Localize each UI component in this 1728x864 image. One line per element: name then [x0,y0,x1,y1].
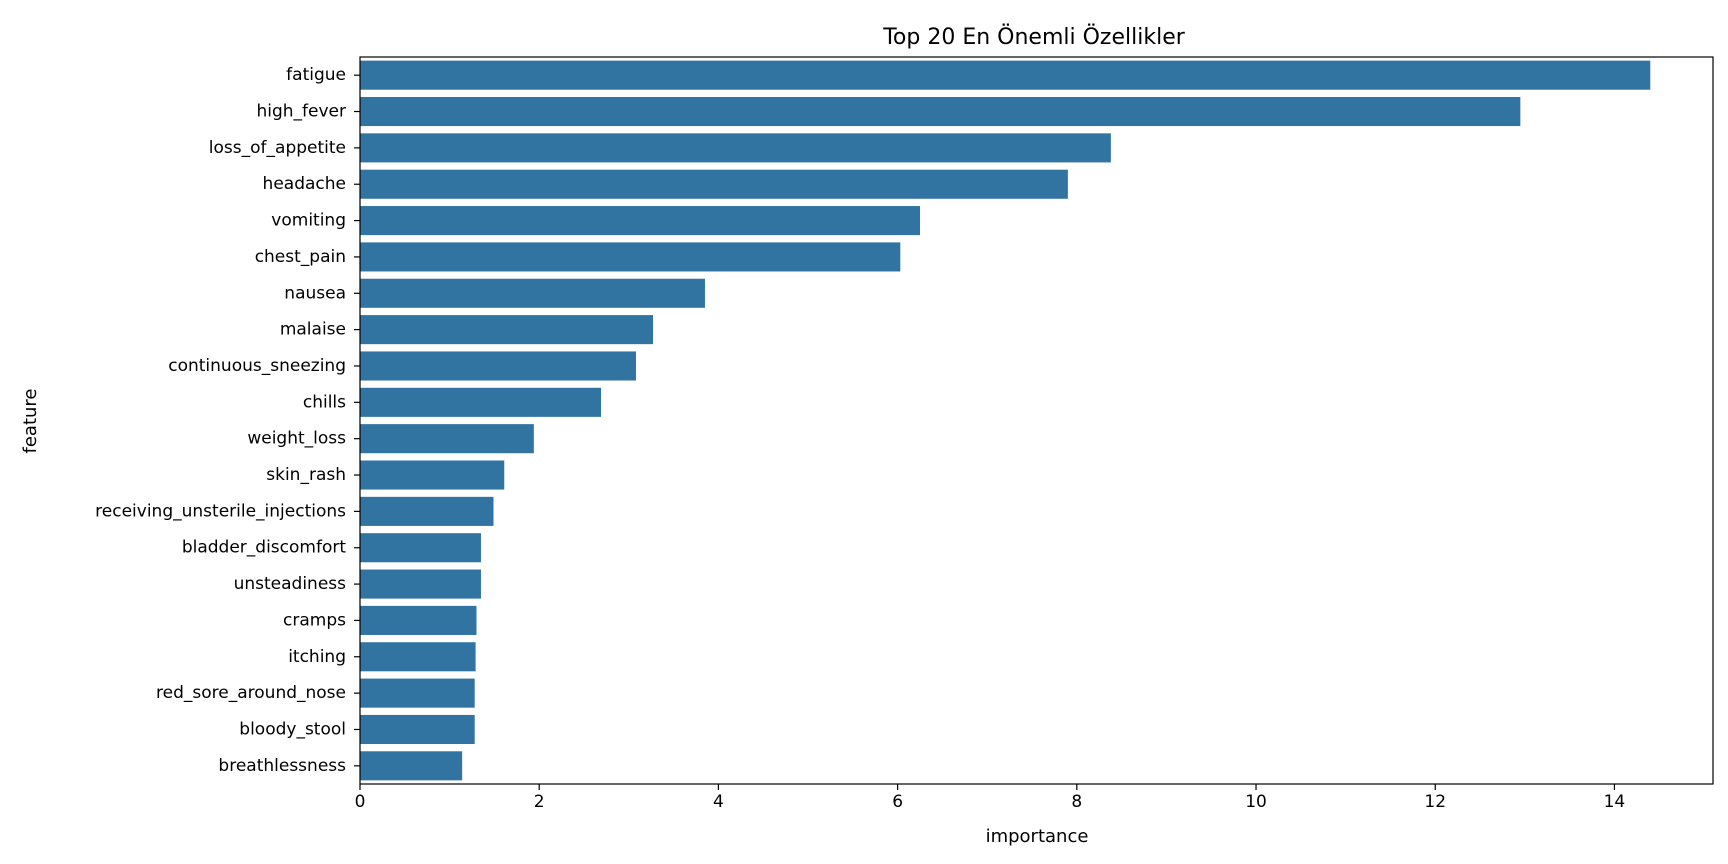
y-tick-label: unsteadiness [234,574,347,594]
y-tick-label: nausea [284,283,346,303]
y-tick-label: headache [263,174,346,194]
bar-nausea [360,278,705,308]
bar-headache [360,169,1068,199]
bar-bloody_stool [360,714,475,745]
x-tick-label: 10 [1245,792,1267,812]
bar-breathlessness [360,751,463,781]
y-tick-label: vomiting [271,211,346,231]
bar-fatigue [360,60,1651,90]
bar-weight_loss [360,424,534,454]
x-tick-label: 6 [892,792,903,812]
y-tick-label: breathlessness [218,756,346,776]
y-axis-title: feature [20,389,41,454]
bar-itching [360,642,476,672]
y-tick-label: bladder_discomfort [182,538,347,558]
x-tick-label: 12 [1424,792,1446,812]
chart-title: Top 20 En Önemli Özellikler [882,24,1186,50]
bar-red_sore_around_nose [360,678,475,708]
y-tick-label: chest_pain [255,247,346,267]
bar-chest_pain [360,242,901,272]
bar-bladder_discomfort [360,533,481,563]
bar-unsteadiness [360,569,481,599]
bars-layer [360,60,1651,781]
x-tick-label: 0 [355,792,366,812]
x-tick-label: 8 [1071,792,1082,812]
y-tick-label: red_sore_around_nose [156,683,346,703]
y-tick-label: chills [303,392,346,412]
x-axis-title: importance [986,826,1089,847]
y-tick-layer: fatigue high_fever loss_of_appetiteheadach… [95,65,360,776]
y-tick-label: weight_loss [247,429,346,449]
bar-malaise [360,315,654,345]
y-tick-label: fatigue [286,65,346,85]
bar-continuous_sneezing [360,351,636,381]
y-tick-label: cramps [283,610,346,630]
x-tick-layer: 0 2 4 6 8 10 12 14 [355,784,1626,812]
x-tick-label: 2 [534,792,545,812]
y-tick-label: receiving_unsterile_injections [95,501,346,521]
bar-cramps [360,605,477,635]
bar-chills [360,387,602,417]
y-tick-label: bloody_stool [239,719,346,739]
bar-vomiting [360,206,921,236]
x-tick-label: 4 [713,792,724,812]
y-tick-label: high_fever [256,102,346,122]
bar-skin_rash [360,460,505,490]
y-tick-label: loss_of_appetite [209,138,346,158]
bar-loss_of_appetite [360,133,1111,163]
plot-frame [359,56,1714,785]
y-tick-label: skin_rash [266,465,346,485]
y-tick-label: itching [288,647,346,667]
y-tick-label: continuous_sneezing [168,356,346,376]
y-tick-label: malaise [280,320,346,340]
x-tick-label: 14 [1604,792,1626,812]
bar-receiving_unsterile_injections [360,496,494,526]
bar-high_fever [360,96,1521,127]
